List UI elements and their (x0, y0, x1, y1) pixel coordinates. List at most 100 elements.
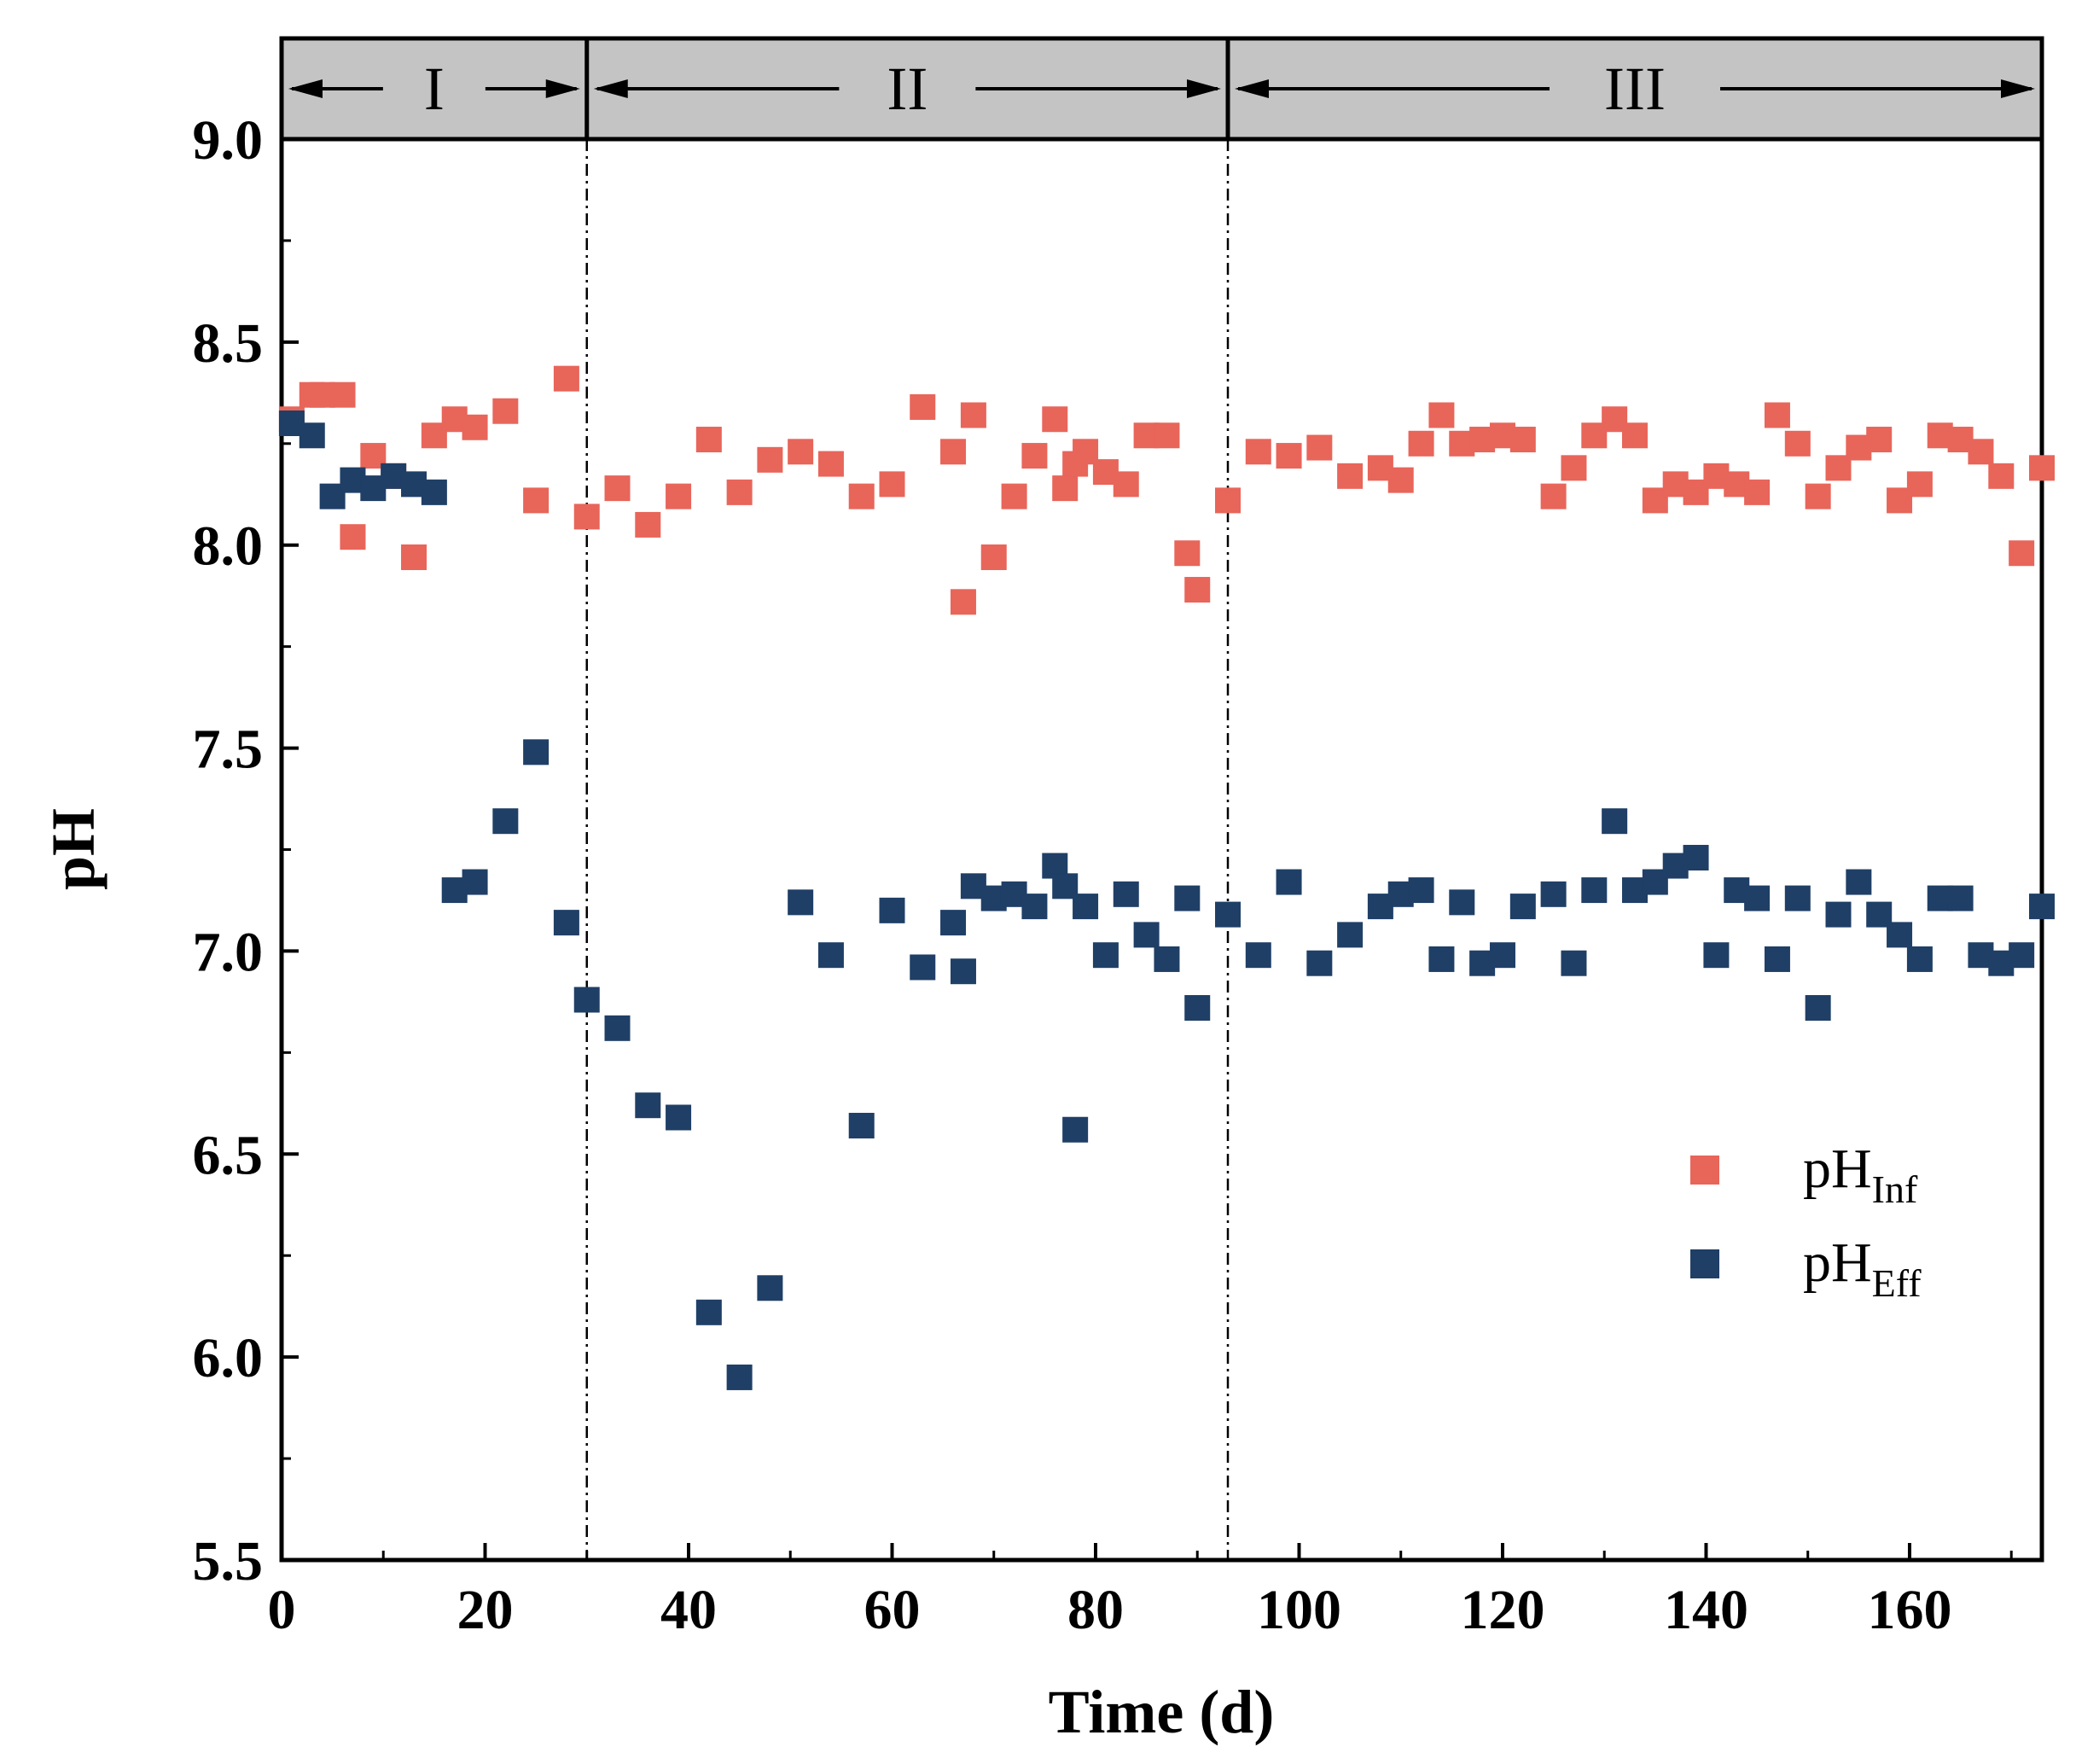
phase-label: III (1604, 55, 1666, 123)
data-point-inf (329, 381, 356, 408)
legend-subscript: Eff (1872, 1261, 1922, 1305)
data-point-eff (1408, 877, 1434, 904)
data-point-inf (1184, 577, 1211, 603)
data-point-eff (2029, 894, 2055, 920)
data-point-inf (573, 504, 600, 530)
data-point-eff (573, 987, 600, 1013)
data-point-eff (1540, 881, 1567, 907)
data-point-inf (910, 393, 936, 420)
data-point-inf (1540, 483, 1567, 509)
data-point-eff (1887, 922, 1913, 948)
data-point-eff (1947, 885, 1974, 911)
data-point-eff (879, 897, 905, 923)
data-point-inf (523, 487, 550, 514)
data-point-inf (726, 479, 753, 505)
data-point-inf (960, 402, 986, 428)
data-point-eff (553, 910, 579, 936)
legend-marker-eff (1690, 1249, 1719, 1278)
phase-dividers (585, 139, 1230, 1560)
data-point-inf (553, 365, 579, 392)
data-point-eff (910, 954, 936, 981)
legend-subscript: Inf (1872, 1167, 1918, 1211)
data-point-inf (1021, 443, 1048, 469)
data-point-eff (299, 422, 325, 449)
data-point-inf (2009, 540, 2035, 567)
legend-marker-inf (1690, 1156, 1719, 1185)
data-point-inf (788, 439, 814, 465)
data-point-inf (1276, 443, 1302, 469)
data-point-eff (2009, 942, 2035, 969)
data-point-eff (817, 942, 844, 969)
data-point-eff (492, 808, 519, 835)
data-point-inf (1174, 540, 1201, 567)
data-point-eff (635, 1092, 661, 1119)
data-point-eff (848, 1112, 875, 1138)
data-point-eff (695, 1299, 722, 1325)
data-point-eff (1215, 901, 1242, 928)
phase-arrowhead-right (2001, 79, 2035, 98)
x-tick-label: 100 (1257, 1579, 1341, 1641)
data-point-eff (1509, 894, 1536, 920)
data-point-eff (1021, 894, 1048, 920)
data-point-inf (1042, 406, 1068, 433)
data-point-eff (604, 1015, 631, 1041)
data-point-eff (940, 910, 967, 936)
x-axis: 0 20 40 60 80 100 120 140 160 (268, 1543, 2013, 1641)
data-point-inf (757, 446, 783, 473)
data-point-eff (1784, 885, 1811, 911)
data-point-eff (1184, 995, 1211, 1022)
data-point-inf (1428, 402, 1455, 428)
data-point-eff (1133, 922, 1160, 948)
data-point-inf (401, 544, 427, 570)
data-point-inf (1906, 471, 1933, 498)
data-point-eff (523, 739, 550, 766)
data-point-eff (1073, 894, 1099, 920)
data-point-eff (788, 889, 814, 916)
data-point-inf (695, 427, 722, 453)
data-point-eff (1683, 845, 1709, 871)
x-tick-label: 60 (864, 1579, 920, 1641)
y-tick-label: 8.5 (193, 312, 264, 375)
x-tick-label: 80 (1067, 1579, 1124, 1641)
data-point-eff (726, 1364, 753, 1390)
data-point-inf (1245, 439, 1271, 465)
x-axis-title: Time (d) (1049, 1678, 1275, 1746)
data-point-eff (1906, 946, 1933, 972)
data-point-eff (1846, 869, 1872, 895)
data-point-eff (1062, 1116, 1089, 1143)
phase-band: I II III (279, 36, 2044, 142)
y-tick-label: 6.0 (193, 1327, 264, 1389)
data-point-inf (950, 589, 976, 615)
data-point-inf (1561, 455, 1587, 481)
data-point-eff (1764, 946, 1790, 972)
y-tick-label: 7.0 (193, 921, 264, 983)
data-point-inf (666, 483, 692, 509)
x-tick-label: 160 (1867, 1579, 1951, 1641)
data-point-eff (1113, 881, 1139, 907)
data-point-eff (1337, 922, 1364, 948)
y-tick-label: 7.5 (193, 719, 264, 781)
x-tick-label: 20 (456, 1579, 513, 1641)
data-point-eff (1744, 885, 1771, 911)
data-point-inf (462, 414, 488, 440)
data-point-eff (1306, 950, 1333, 976)
data-point-inf (340, 524, 366, 550)
data-point-eff (1581, 877, 1608, 904)
data-point-inf (1866, 427, 1893, 453)
data-point-eff (1449, 889, 1475, 916)
data-point-eff (757, 1275, 783, 1301)
phase-arrowhead-right (1187, 79, 1222, 98)
data-point-inf (879, 471, 905, 498)
data-point-eff (462, 869, 488, 895)
legend-label-eff: pHEff (1803, 1231, 1922, 1305)
data-point-eff (1703, 942, 1730, 969)
phase-label: I (424, 55, 445, 123)
data-point-eff (1092, 942, 1119, 969)
data-point-inf (1805, 483, 1831, 509)
x-tick-label: 40 (660, 1579, 717, 1641)
data-point-eff (1245, 942, 1271, 969)
series-eff (278, 410, 2055, 1390)
